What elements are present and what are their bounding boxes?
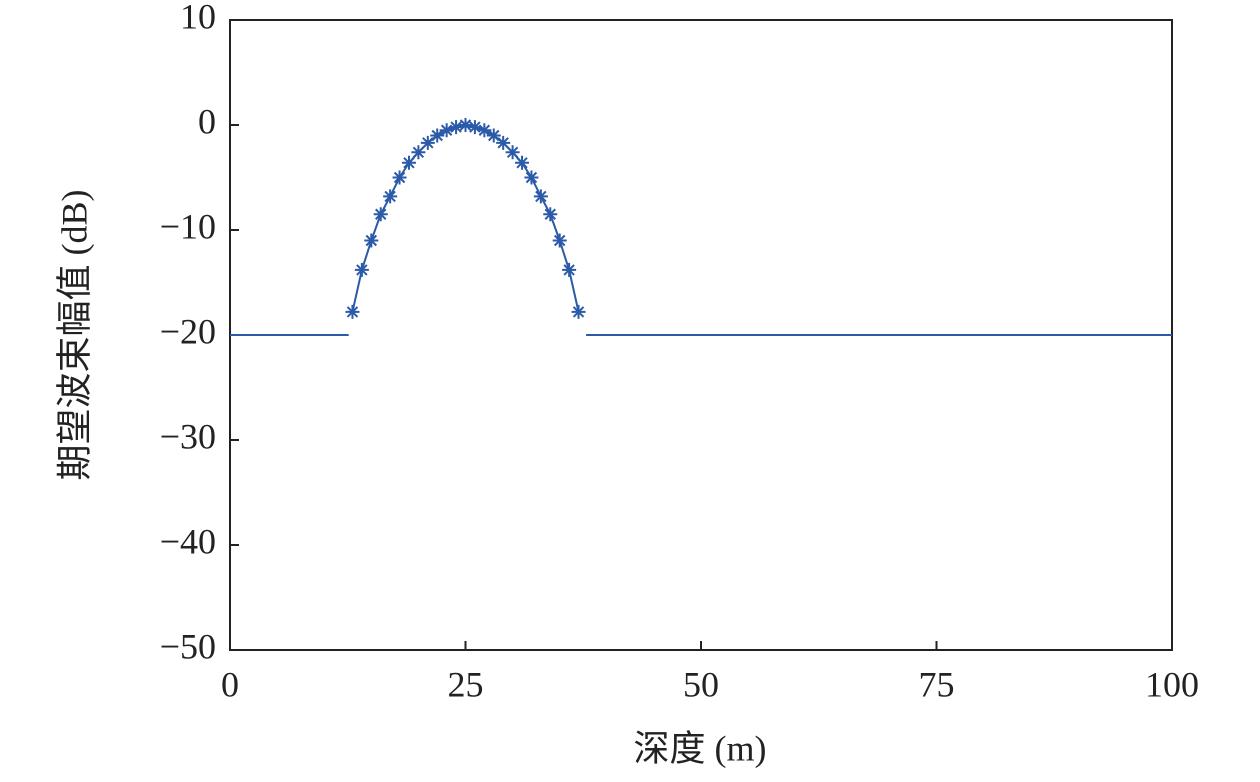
y-tick-label: 0 <box>198 101 216 141</box>
marker <box>515 155 530 170</box>
marker <box>467 120 482 135</box>
x-tick-label: 75 <box>919 664 955 704</box>
marker <box>552 233 567 248</box>
marker <box>430 128 445 143</box>
marker <box>420 135 435 150</box>
y-tick-label: −50 <box>160 626 216 666</box>
marker <box>486 128 501 143</box>
y-tick-label: −10 <box>160 206 216 246</box>
marker <box>373 207 388 222</box>
x-axis-label: 深度 (m) <box>634 728 767 768</box>
y-tick-label: −40 <box>160 521 216 561</box>
marker <box>383 189 398 204</box>
y-tick-label: −30 <box>160 416 216 456</box>
marker <box>571 304 586 319</box>
marker <box>524 170 539 185</box>
y-tick-label: −20 <box>160 311 216 351</box>
marker <box>354 262 369 277</box>
marker <box>345 304 360 319</box>
y-tick-label: 10 <box>180 0 216 36</box>
marker <box>496 135 511 150</box>
marker <box>505 145 520 160</box>
y-axis-label: 期望波束幅值 (dB) <box>54 190 94 481</box>
marker <box>392 170 407 185</box>
x-tick-label: 100 <box>1145 664 1199 704</box>
data-line <box>351 123 580 313</box>
marker <box>364 233 379 248</box>
marker <box>477 123 492 138</box>
x-tick-label: 0 <box>221 664 239 704</box>
marker <box>411 145 426 160</box>
marker <box>562 262 577 277</box>
marker <box>458 118 473 132</box>
marker <box>543 207 558 222</box>
marker <box>449 120 464 135</box>
marker <box>401 155 416 170</box>
x-tick-label: 25 <box>448 664 484 704</box>
marker <box>439 123 454 138</box>
x-tick-label: 50 <box>683 664 719 704</box>
marker <box>533 189 548 204</box>
